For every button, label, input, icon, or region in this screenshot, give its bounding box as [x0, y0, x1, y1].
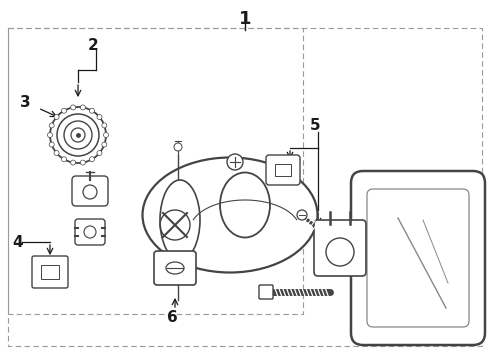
FancyBboxPatch shape	[154, 251, 196, 285]
Text: 1: 1	[239, 10, 251, 28]
Bar	[8, 28, 482, 346]
Text: 4: 4	[12, 234, 23, 249]
FancyBboxPatch shape	[75, 219, 105, 245]
Circle shape	[90, 157, 95, 162]
FancyBboxPatch shape	[72, 176, 108, 206]
FancyBboxPatch shape	[351, 171, 485, 345]
Circle shape	[50, 107, 106, 163]
Circle shape	[227, 154, 243, 170]
Circle shape	[54, 114, 59, 120]
FancyBboxPatch shape	[266, 155, 300, 185]
Bar	[275, 164, 291, 176]
FancyBboxPatch shape	[314, 220, 366, 276]
Circle shape	[48, 132, 52, 138]
Circle shape	[71, 105, 75, 110]
Circle shape	[102, 123, 107, 128]
Circle shape	[297, 210, 307, 220]
Circle shape	[97, 114, 102, 120]
Ellipse shape	[143, 158, 318, 273]
Text: 6: 6	[167, 310, 177, 325]
Text: 2: 2	[88, 38, 99, 53]
Circle shape	[71, 160, 75, 165]
Circle shape	[62, 157, 67, 162]
Circle shape	[80, 160, 85, 165]
Circle shape	[174, 143, 182, 151]
FancyBboxPatch shape	[32, 256, 68, 288]
Circle shape	[97, 150, 102, 156]
Circle shape	[103, 132, 108, 138]
Circle shape	[102, 142, 107, 147]
Circle shape	[90, 108, 95, 113]
Text: 3: 3	[20, 95, 30, 110]
Bar	[41, 265, 59, 279]
FancyBboxPatch shape	[259, 285, 273, 299]
Circle shape	[49, 123, 54, 128]
Circle shape	[49, 142, 54, 147]
Circle shape	[54, 150, 59, 156]
Text: 5: 5	[310, 118, 320, 133]
Circle shape	[62, 108, 67, 113]
Circle shape	[80, 105, 85, 110]
Bar	[8, 28, 303, 314]
Ellipse shape	[160, 180, 200, 260]
